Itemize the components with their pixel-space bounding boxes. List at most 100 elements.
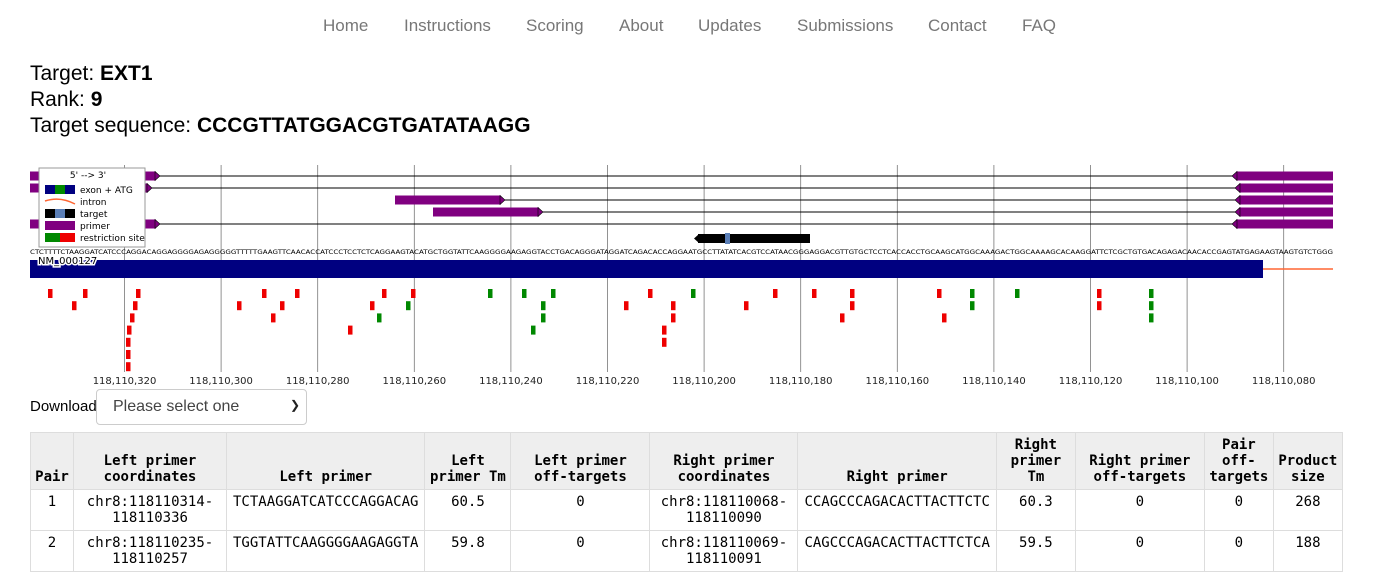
axis-tick-label: 118,110,180 — [769, 376, 833, 387]
restriction-site — [970, 301, 975, 311]
restriction-site — [850, 289, 855, 298]
download-select[interactable]: Please select one ❯ — [96, 389, 307, 425]
header-right-primer: Right primer — [797, 432, 997, 490]
header-pair: Pair — [30, 432, 74, 490]
target-sequence: CCCGTTATGGACGTGATATAAGG — [196, 114, 531, 137]
legend-intron-icon — [44, 198, 76, 205]
legend-target-icon — [45, 209, 75, 218]
restriction-site — [1149, 301, 1154, 311]
target-sequence-line: Target sequence: CCCGTTATGGACGTGATATAAGG — [30, 114, 531, 138]
exon-bar — [30, 260, 1263, 278]
restriction-site — [812, 289, 817, 298]
restriction-site — [382, 289, 387, 298]
restriction-site — [671, 313, 676, 323]
nav-home[interactable]: Home — [323, 16, 369, 35]
restriction-site — [773, 289, 778, 298]
restriction-site — [850, 301, 855, 311]
nav-instructions[interactable]: Instructions — [404, 16, 491, 35]
restriction-site — [624, 301, 629, 311]
target-name-line: Target: EXT1 — [30, 62, 153, 86]
axis-tick-label: 118,110,300 — [189, 376, 253, 387]
cell-pair: 1 — [30, 489, 74, 531]
cell-product-size: 268 — [1272, 489, 1343, 531]
right-primer — [1239, 207, 1333, 217]
rank-label: Rank: — [30, 88, 91, 111]
table-row: 2 chr8:118110235-118110257 TGGTATTCAAGGG… — [30, 530, 1343, 572]
restriction-site — [691, 289, 696, 298]
restriction-site — [48, 289, 53, 298]
cell-left-offtargets: 0 — [510, 489, 651, 531]
axis-tick-label: 118,110,240 — [479, 376, 543, 387]
restriction-site — [662, 337, 667, 347]
restriction-site — [671, 301, 676, 311]
cell-pair: 2 — [30, 530, 74, 572]
cell-right-coordinates: chr8:118110069-118110091 — [649, 530, 799, 572]
axis-tick-label: 118,110,200 — [672, 376, 736, 387]
restriction-site — [411, 289, 416, 298]
left-primer-arrow — [499, 194, 506, 206]
cell-left-tm: 60.5 — [424, 489, 512, 531]
left-primer — [433, 207, 539, 217]
right-primer-arrow — [1231, 170, 1238, 182]
cell-right-primer: CAGCCCAGACACTTACTTCTCA — [797, 530, 997, 572]
header-left-coordinates: Left primer coordinates — [73, 432, 227, 490]
target-label: Target: — [30, 62, 101, 85]
restriction-site — [127, 325, 132, 335]
header-product-size: Product size — [1272, 432, 1343, 490]
restriction-site — [126, 337, 131, 347]
legend-restriction-icon — [45, 233, 75, 242]
restriction-site — [522, 289, 527, 298]
axis-tick-label: 118,110,220 — [576, 376, 640, 387]
restriction-site — [662, 325, 667, 335]
nav-contact[interactable]: Contact — [928, 16, 987, 35]
restriction-site — [348, 325, 353, 335]
header-left-offtargets: Left primer off-targets — [510, 432, 651, 490]
rank-line: Rank: 9 — [30, 88, 102, 112]
target-name: EXT1 — [100, 62, 153, 85]
left-primer-arrow — [537, 206, 544, 218]
cell-right-offtargets: 0 — [1074, 489, 1205, 531]
sequence-label: Target sequence: — [30, 114, 197, 137]
download-label: Download: — [30, 398, 101, 415]
legend-primer-label: primer — [80, 222, 110, 232]
restriction-site — [1015, 289, 1020, 298]
restriction-site — [531, 325, 536, 335]
cell-left-primer: TGGTATTCAAGGGGAAGAGGTA — [225, 530, 426, 572]
right-primer-arrow — [1231, 218, 1238, 230]
primer-table: Pair Left primer coordinates Left primer… — [30, 432, 1343, 572]
restriction-site — [1097, 301, 1102, 311]
right-primer — [1239, 195, 1333, 205]
legend-target-label: target — [80, 210, 108, 220]
legend-restriction-label: restriction site — [80, 234, 145, 244]
table-row: 1 chr8:118110314-118110336 TCTAAGGATCATC… — [30, 489, 1343, 531]
cell-right-tm: 60.3 — [995, 489, 1076, 531]
right-primer — [1236, 219, 1333, 229]
restriction-site — [744, 301, 749, 311]
top-nav: Home Instructions Scoring About Updates … — [0, 16, 1378, 40]
axis-tick-label: 118,110,160 — [865, 376, 929, 387]
chevron-down-icon: ❯ — [289, 398, 300, 412]
target-pam — [725, 233, 730, 244]
nav-submissions[interactable]: Submissions — [797, 16, 894, 35]
restriction-site — [551, 289, 556, 298]
restriction-site — [840, 313, 845, 323]
header-right-offtargets: Right primer off-targets — [1074, 432, 1205, 490]
restriction-site — [295, 289, 300, 298]
nav-faq[interactable]: FAQ — [1022, 16, 1057, 35]
nav-updates[interactable]: Updates — [698, 16, 762, 35]
coordinate-axis: 118,110,320 118,110,300 118,110,280 118,110… — [93, 376, 1316, 387]
right-primer-arrow — [1234, 206, 1241, 218]
restriction-site — [72, 301, 77, 311]
restriction-site — [1097, 289, 1102, 298]
restriction-site — [1149, 289, 1154, 298]
restriction-site — [970, 289, 975, 298]
nav-about[interactable]: About — [619, 16, 664, 35]
restriction-site — [133, 301, 138, 311]
right-primer-arrow — [1234, 182, 1241, 194]
cell-left-primer: TCTAAGGATCATCCCAGGACAG — [225, 489, 426, 531]
cell-right-tm: 59.5 — [995, 530, 1076, 572]
legend-exon-label: exon + ATG — [80, 186, 133, 196]
table-header-row: Pair Left primer coordinates Left primer… — [30, 432, 1343, 490]
restriction-site — [406, 301, 411, 311]
nav-scoring[interactable]: Scoring — [526, 16, 584, 35]
